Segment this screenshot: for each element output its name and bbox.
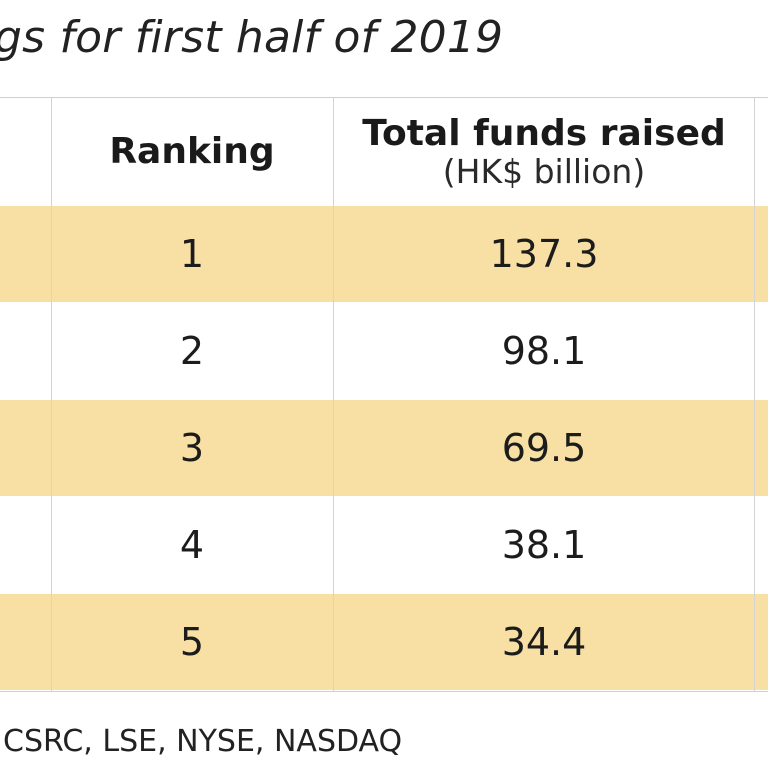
source-note: CSRC, LSE, NYSE, NASDAQ: [3, 724, 403, 759]
rank-cell: 5: [179, 620, 205, 664]
rank-cell: 4: [179, 523, 205, 567]
rank-cell: 3: [179, 426, 205, 470]
column-divider-left: [51, 98, 52, 692]
header-funds-label: Total funds raised: [362, 113, 726, 155]
table-row: 2 98.1: [0, 303, 768, 399]
funds-cell: 69.5: [501, 426, 587, 470]
chart-title: gs for first half of 2019: [0, 12, 504, 63]
table-row: 4 38.1: [0, 497, 768, 593]
funds-cell: 137.3: [489, 232, 599, 276]
header-top-rule: [0, 97, 768, 98]
header-ranking: Ranking: [51, 98, 333, 206]
rank-cell: 2: [179, 329, 205, 373]
header-ranking-label: Ranking: [109, 131, 275, 173]
rank-cell: 1: [179, 232, 205, 276]
column-divider-middle: [333, 98, 334, 692]
column-divider-right: [754, 98, 755, 692]
header-funds-unit: (HK$ billion): [442, 151, 646, 191]
table-row: 5 34.4: [0, 594, 768, 690]
funds-cell: 38.1: [501, 523, 587, 567]
funds-cell: 98.1: [501, 329, 587, 373]
table-row: 1 137.3: [0, 206, 768, 302]
table-row: 3 69.5: [0, 400, 768, 496]
table-bottom-rule: [0, 691, 768, 692]
header-funds: Total funds raised (HK$ billion): [334, 98, 754, 206]
funds-cell: 34.4: [501, 620, 587, 664]
